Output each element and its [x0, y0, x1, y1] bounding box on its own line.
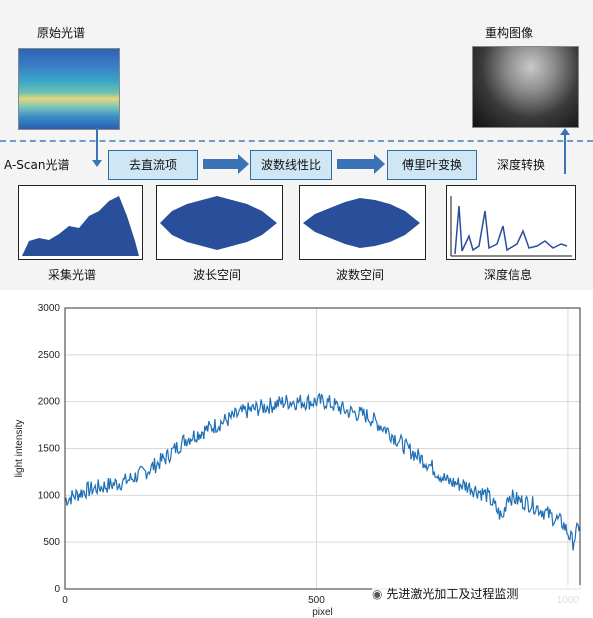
depth-conversion-label: 深度转换 [497, 158, 546, 172]
reconstructed-image [472, 46, 579, 128]
plot-frame [64, 307, 581, 590]
wechat-icon: ◉ [372, 587, 383, 601]
up-arrow-line [564, 134, 566, 174]
wavelength-space-plot [156, 185, 283, 260]
depth-info-caption: 深度信息 [484, 268, 533, 282]
dashed-separator [0, 140, 593, 142]
y-tick-label: 0 [54, 584, 60, 595]
wavelength-space-caption: 波长空间 [193, 268, 242, 282]
wavenumber-space-caption: 波数空间 [336, 268, 385, 282]
y-tick-label: 500 [43, 537, 60, 548]
intensity-chart: 050010001500050010001500200025003000 pix… [14, 303, 581, 618]
up-arrow-icon [560, 128, 570, 135]
y-tick-label: 2500 [38, 350, 61, 361]
depth-info-plot [446, 185, 576, 260]
arrow-icon [203, 154, 249, 174]
wavenumber-linearization-stage: 波数线性比 [250, 150, 332, 180]
series-line [64, 392, 581, 551]
fourier-transform-stage: 傅里叶变换 [387, 150, 477, 180]
acquired-spectrum-caption: 采集光谱 [48, 268, 97, 282]
raw-spectrum-image [18, 48, 120, 130]
wavenumber-space-plot [299, 185, 426, 260]
x-axis-title: pixel [312, 607, 333, 618]
flow-arrows [203, 154, 385, 174]
a-scan-label: A-Scan光谱 [4, 158, 70, 172]
x-tick-label: 500 [308, 595, 325, 606]
reconstructed-image-label: 重构图像 [485, 26, 534, 40]
watermark: ◉ 先进激光加工及过程监测 [372, 585, 582, 603]
arrow-icon [337, 154, 385, 174]
watermark-text: 先进激光加工及过程监测 [386, 587, 519, 601]
down-arrow-icon [92, 160, 102, 167]
x-tick-label: 0 [62, 595, 68, 606]
y-axis-title: light intensity [14, 420, 25, 478]
y-tick-label: 2000 [38, 397, 61, 408]
y-tick-label: 3000 [38, 303, 61, 314]
acquired-spectrum-plot [18, 185, 143, 260]
y-tick-label: 1000 [38, 490, 61, 501]
raw-spectrum-label: 原始光谱 [37, 26, 86, 40]
y-tick-label: 1500 [38, 444, 61, 455]
down-arrow-line [96, 128, 98, 164]
remove-dc-stage: 去直流项 [108, 150, 198, 180]
